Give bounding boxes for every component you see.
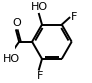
Text: HO: HO	[31, 2, 48, 12]
Text: F: F	[37, 71, 43, 81]
Text: F: F	[71, 12, 78, 22]
Text: O: O	[13, 18, 21, 28]
Text: HO: HO	[3, 54, 20, 64]
